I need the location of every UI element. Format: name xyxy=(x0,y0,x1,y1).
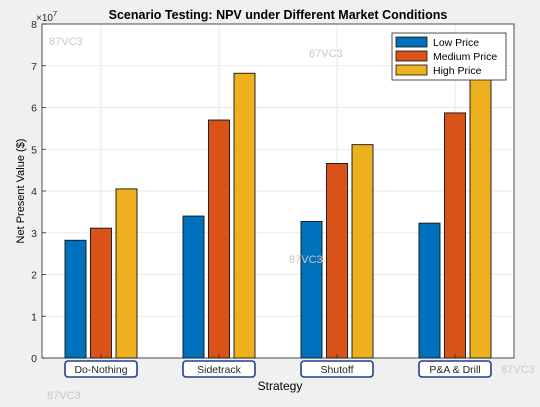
y-tick-label: 5 xyxy=(31,144,37,156)
x-tick-label-group: Sidetrack xyxy=(182,354,256,378)
bar-low-price xyxy=(64,239,87,359)
bar-high-price xyxy=(469,67,492,359)
bar-medium-price xyxy=(208,119,230,359)
bar-low-price xyxy=(182,215,205,359)
watermark-text: 87VC3 xyxy=(49,36,83,48)
bar-high-price xyxy=(351,144,374,359)
legend-label: High Price xyxy=(433,65,482,77)
bar-medium-price xyxy=(90,227,112,359)
bars xyxy=(64,67,492,359)
bar-high-price xyxy=(115,188,138,359)
watermark-text: 87VC3 xyxy=(47,390,81,402)
x-tick-label: Shutoff xyxy=(320,364,353,376)
bar-low-price xyxy=(418,222,441,359)
y-exponent-label: ×107 xyxy=(36,9,57,24)
y-tick-label: 0 xyxy=(31,353,37,365)
x-tick-label: Sidetrack xyxy=(197,364,242,376)
legend-swatch xyxy=(395,36,428,48)
watermarks: 87VC3 87VC3 87VC3 87VC3 87VC3 xyxy=(47,36,535,402)
y-axis-label: Net Present Value ($) xyxy=(15,139,27,244)
x-tick-label-group: P&A & Drill xyxy=(418,354,492,378)
x-tick-label-group: Shutoff xyxy=(300,354,374,378)
y-tick-label: 2 xyxy=(31,270,37,282)
x-tick-labels: Do-Nothing Sidetrack Shutoff P&A & Drill xyxy=(64,354,492,378)
watermark-text: 87VC3 xyxy=(309,48,343,60)
legend-swatch xyxy=(395,50,428,62)
bar-medium-price xyxy=(326,162,348,359)
y-tick-labels: 0 1 2 3 4 5 6 7 8 xyxy=(31,19,46,365)
y-tick-label: 1 xyxy=(31,311,37,323)
bar-low-price xyxy=(300,221,323,359)
x-tick-label-box xyxy=(300,360,374,378)
y-tick-label: 8 xyxy=(31,19,37,31)
y-tick-label: 6 xyxy=(31,103,37,115)
legend: Low Price Medium Price High Price xyxy=(391,32,507,81)
bar-high-price xyxy=(233,72,256,359)
watermark-text: 87VC3 xyxy=(501,364,535,376)
y-tick-label: 3 xyxy=(31,228,37,240)
x-tick-label: Do-Nothing xyxy=(74,364,127,376)
x-tick-label-box xyxy=(418,360,492,378)
legend-label: Low Price xyxy=(433,37,479,49)
x-axis-label: Strategy xyxy=(258,379,303,393)
y-tick-label: 4 xyxy=(31,186,37,198)
x-tick-label: P&A & Drill xyxy=(429,364,480,376)
y-tick-label: 7 xyxy=(31,61,37,73)
chart-title: Scenario Testing: NPV under Different Ma… xyxy=(109,8,448,22)
x-tick-label-group: Do-Nothing xyxy=(64,354,138,378)
x-tick-label-box xyxy=(182,360,256,378)
legend-label: Medium Price xyxy=(433,51,497,63)
bar-medium-price xyxy=(444,112,466,359)
watermark-text: 87VC3 xyxy=(289,254,323,266)
legend-swatch xyxy=(395,64,428,76)
x-tick-label-box xyxy=(64,360,138,378)
